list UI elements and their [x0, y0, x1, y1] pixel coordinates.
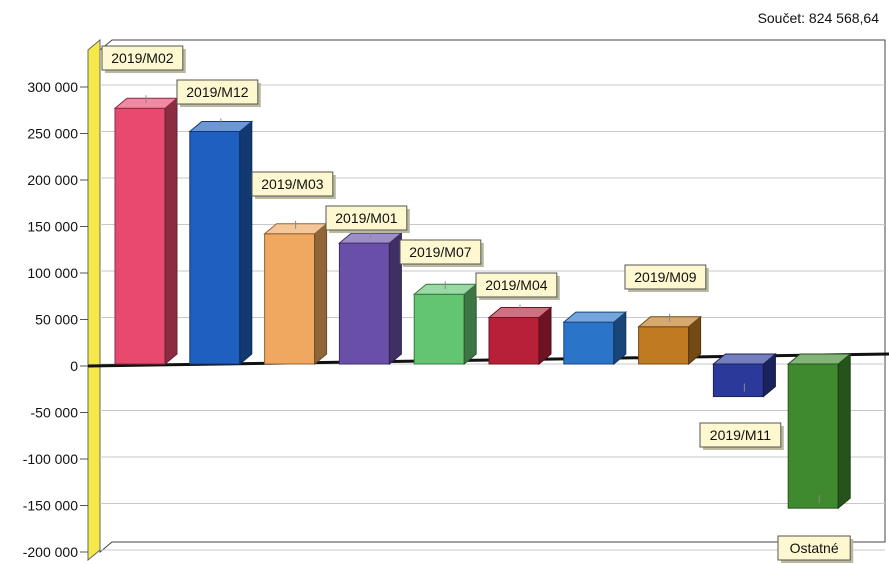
bar-side — [464, 284, 476, 364]
data-label: 2019/M09 — [634, 269, 696, 285]
bar-side — [838, 354, 850, 508]
data-label: 2019/M04 — [485, 277, 547, 293]
y-tick-label: -100 000 — [23, 451, 78, 467]
bar: 2019/M04 — [476, 273, 560, 364]
bar-side — [165, 98, 177, 364]
y-tick-label: -50 000 — [31, 405, 79, 421]
data-label: 2019/M01 — [335, 210, 397, 226]
bar-side — [240, 122, 252, 365]
y-tick-label: 250 000 — [27, 126, 78, 142]
data-label: 2019/M02 — [111, 50, 173, 66]
bar-front — [564, 322, 614, 364]
bar-front — [639, 327, 689, 364]
y-tick-label: -200 000 — [23, 544, 78, 560]
data-label: 2019/M11 — [710, 427, 771, 443]
y-axis-wall — [88, 40, 100, 560]
data-label: 2019/M03 — [261, 176, 323, 192]
bar-front — [190, 132, 240, 365]
y-tick-label: 100 000 — [27, 265, 78, 281]
y-tick-label: 200 000 — [27, 172, 78, 188]
y-tick-label: -150 000 — [23, 498, 78, 514]
bar-side — [315, 224, 327, 364]
bar-front — [115, 108, 165, 364]
y-tick-label: 300 000 — [27, 79, 78, 95]
y-tick-label: 150 000 — [27, 219, 78, 235]
bar — [564, 312, 626, 364]
bar-front — [265, 234, 315, 364]
data-label: Ostatné — [790, 540, 839, 556]
bar-front — [713, 364, 763, 397]
bar-front — [788, 364, 838, 508]
y-tick-label: 0 — [70, 358, 78, 374]
data-label: 2019/M12 — [186, 84, 248, 100]
data-label: 2019/M07 — [409, 244, 471, 260]
bar-front — [339, 243, 389, 364]
bar-front — [489, 318, 539, 365]
bar-front — [414, 294, 464, 364]
y-tick-label: 50 000 — [35, 312, 78, 328]
